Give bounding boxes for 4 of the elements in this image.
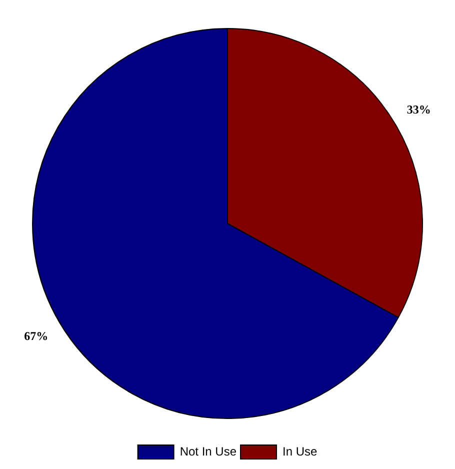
data-label: 33% <box>406 102 431 116</box>
legend-label: Not In Use <box>180 444 237 458</box>
legend-label: In Use <box>282 444 318 458</box>
data-label: 67% <box>24 328 48 343</box>
